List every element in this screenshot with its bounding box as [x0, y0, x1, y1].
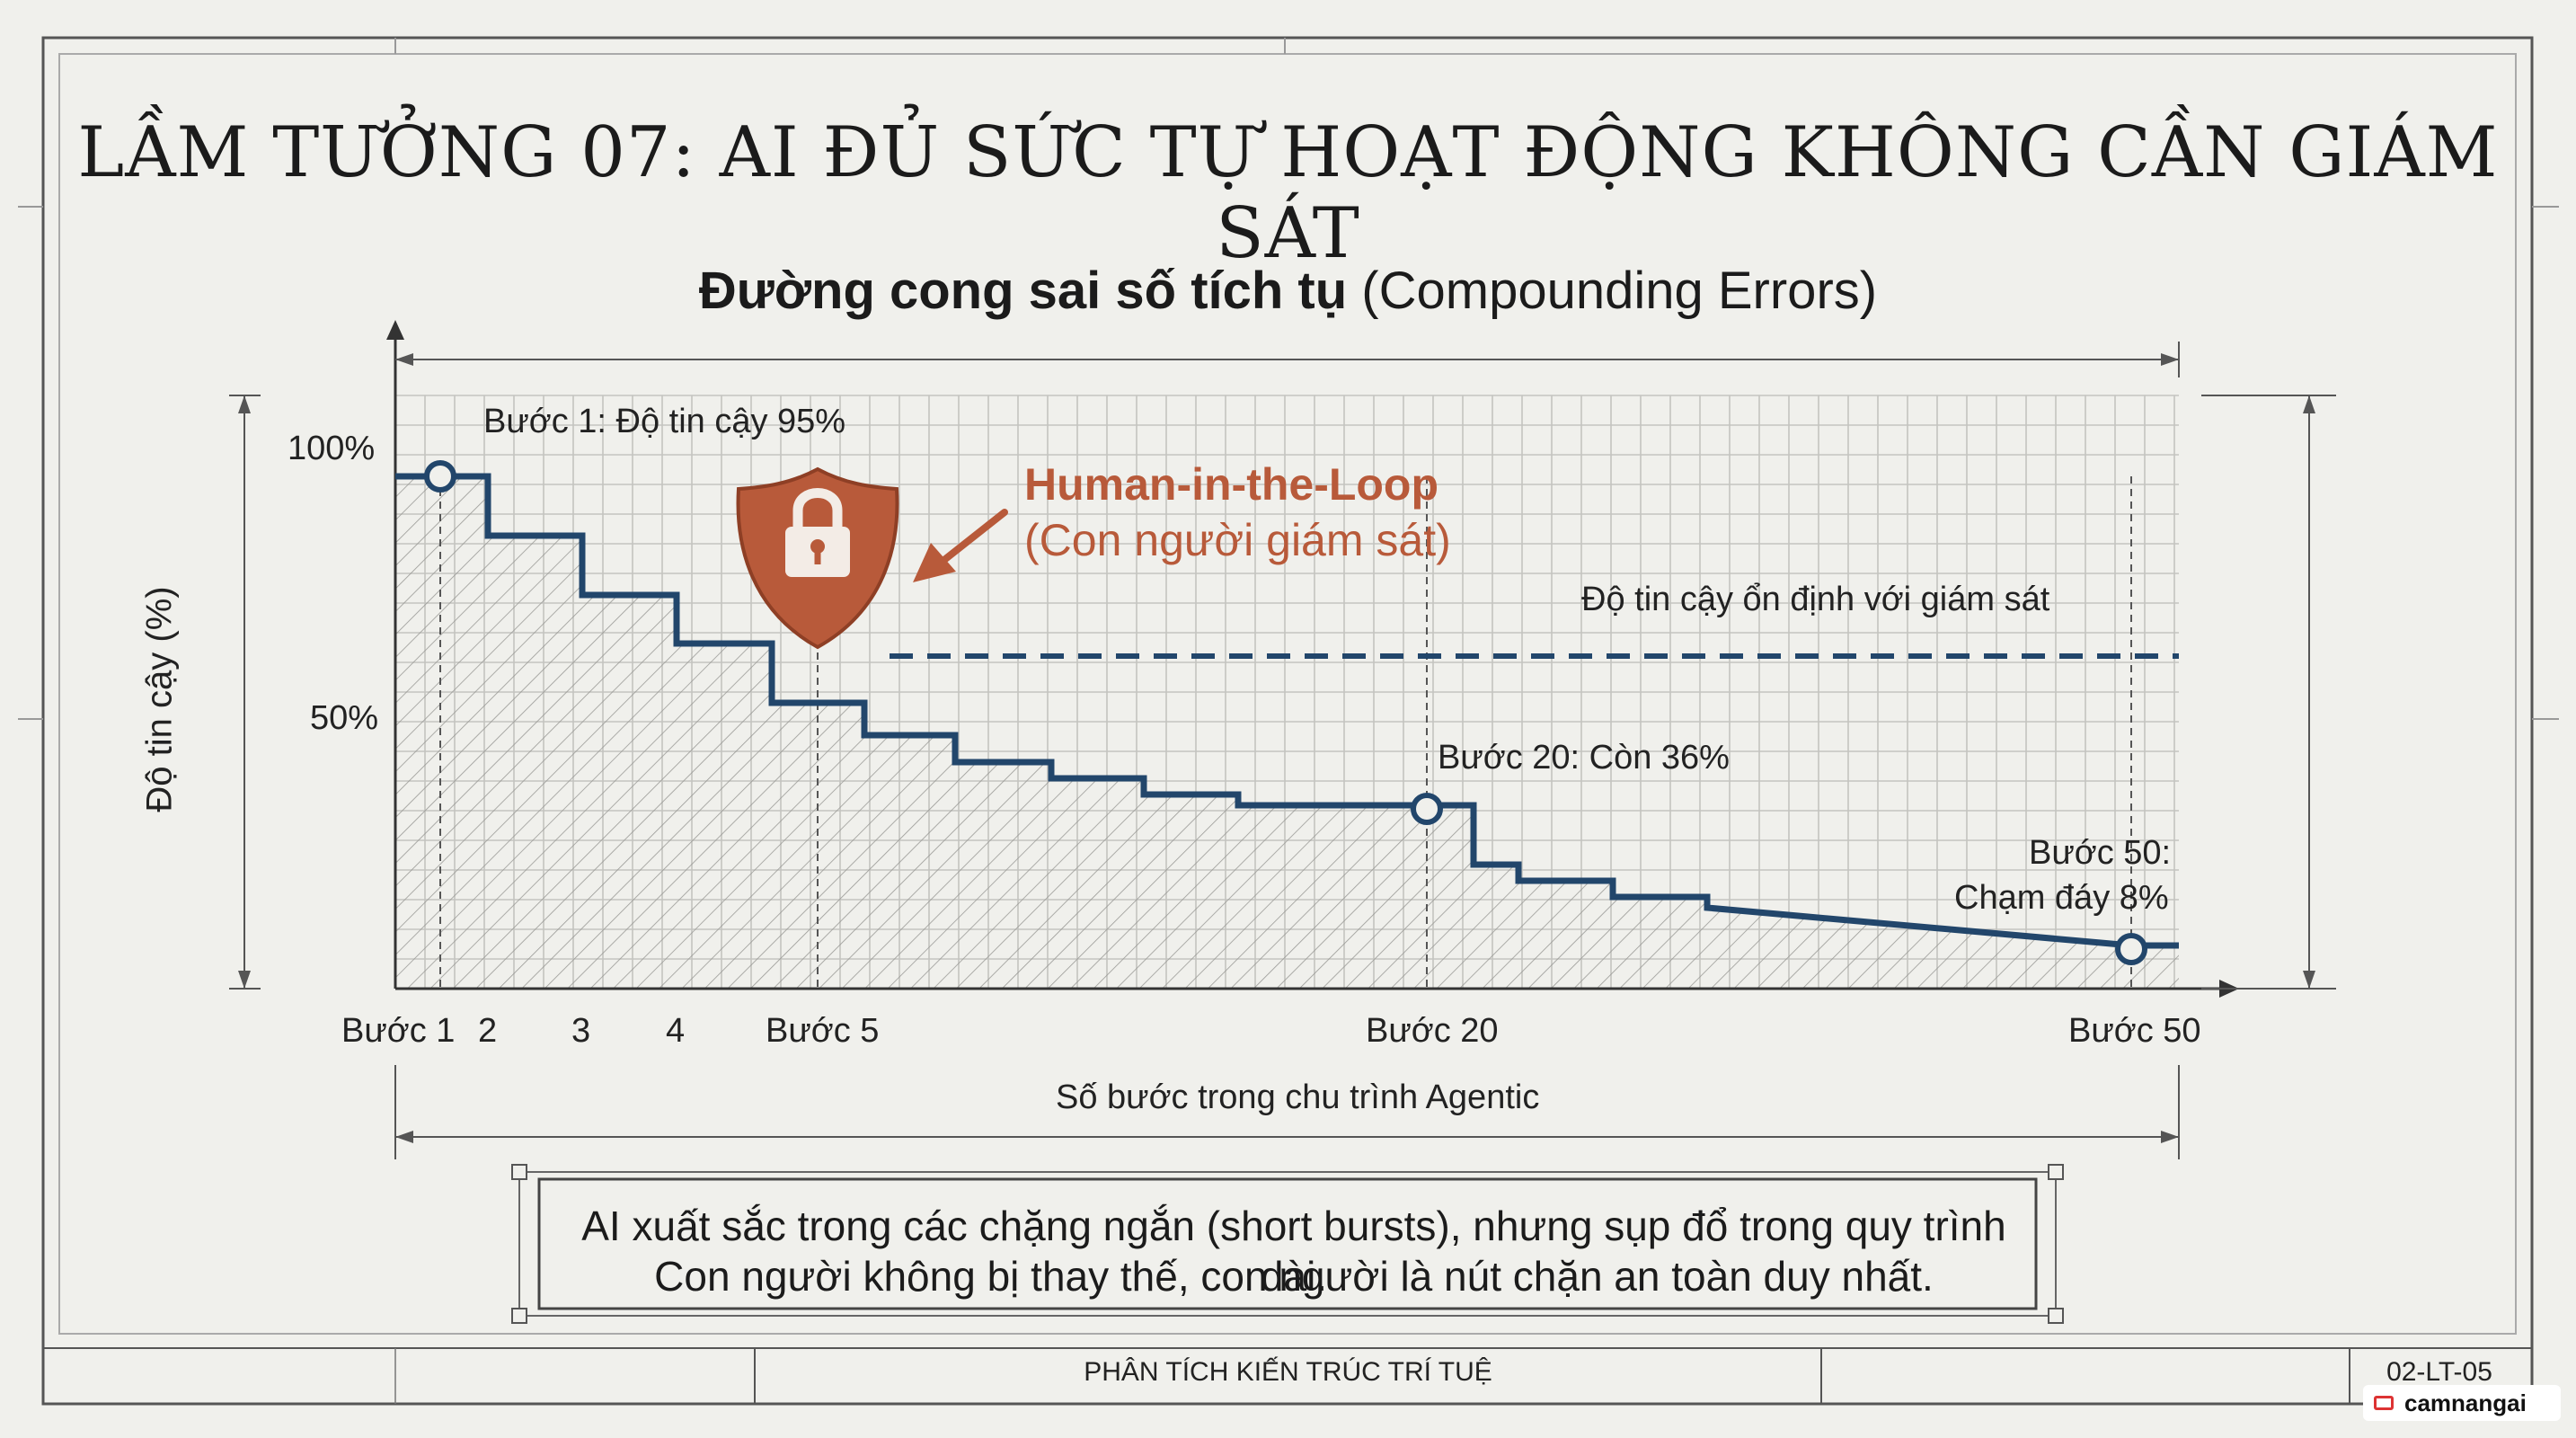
x-tick-step-20: Bước 20 — [1366, 1012, 1499, 1050]
reliability-area-fill — [395, 476, 2179, 989]
dim-arrow-icon — [2161, 1131, 2179, 1143]
chart-title: Đường cong sai số tích tụ (Compounding E… — [0, 261, 2576, 321]
chart-title-bold: Đường cong sai số tích tụ — [698, 262, 1348, 320]
dim-arrow-icon — [395, 1131, 413, 1143]
reliability-step-line — [395, 473, 2179, 949]
footer-code: 02-LT-05 — [2386, 1357, 2492, 1387]
footer-title: PHÂN TÍCH KIẾN TRÚC TRÍ TUỆ — [1084, 1357, 1492, 1387]
note-box-frame — [511, 1164, 2064, 1324]
annotation-supervised-line: Độ tin cậy ổn định với giám sát — [1581, 581, 2050, 618]
y-axis-arrow-icon — [386, 320, 404, 340]
y-axis-label: Độ tin cậy (%) — [139, 586, 180, 812]
data-point-marker — [1411, 793, 1443, 825]
book-icon — [2374, 1396, 2394, 1410]
annotation-hitl-title: Human-in-the-Loop — [1024, 459, 1439, 510]
dim-arrow-icon — [238, 971, 251, 989]
shield-lock-icon — [736, 466, 899, 650]
annotation-hitl-subtitle: (Con người giám sát) — [1024, 515, 1451, 565]
chart-markers — [424, 460, 2147, 965]
y-tick-50: 50% — [310, 699, 379, 737]
watermark-badge: camnangai — [2363, 1385, 2561, 1421]
note-line-1: AI xuất sắc trong các chặng ngắn (short … — [581, 1203, 2006, 1300]
data-point-marker — [424, 460, 456, 493]
x-tick-4: 4 — [666, 1012, 686, 1050]
y-tick-100: 100% — [288, 430, 376, 467]
dim-arrow-icon — [238, 395, 251, 413]
dim-arrow-icon — [2303, 971, 2315, 989]
annotation-step-20: Bước 20: Còn 36% — [1438, 739, 1730, 777]
hitl-arrow-icon — [913, 509, 1008, 582]
annotation-step-50-line2: Chạm đáy 8% — [1954, 879, 2169, 917]
note-line-2: Con người không bị thay thế, con người l… — [654, 1253, 1934, 1300]
x-tick-3: 3 — [571, 1012, 591, 1050]
dim-arrow-icon — [2161, 353, 2179, 366]
x-tick-2: 2 — [478, 1012, 498, 1050]
data-point-marker — [2115, 933, 2147, 965]
watermark-text: camnangai — [2404, 1389, 2527, 1416]
dimension-lines — [229, 342, 2336, 1159]
annotation-step-1: Bước 1: Độ tin cậy 95% — [483, 403, 846, 440]
dim-arrow-icon — [395, 353, 413, 366]
x-tick-step-50: Bước 50 — [2068, 1012, 2201, 1050]
x-tick-step-1: Bước 1 — [341, 1012, 456, 1050]
annotation-step-50-line1: Bước 50: — [2029, 834, 2172, 872]
x-tick-step-5: Bước 5 — [766, 1012, 880, 1050]
page-title: LẦM TƯỞNG 07: AI ĐỦ SỨC TỰ HOẠT ĐỘNG KHÔ… — [77, 112, 2499, 274]
chart-title-rest: (Compounding Errors) — [1361, 262, 1878, 320]
dim-arrow-icon — [2303, 395, 2315, 413]
x-axis-label: Số bước trong chu trình Agentic — [1056, 1078, 1540, 1116]
